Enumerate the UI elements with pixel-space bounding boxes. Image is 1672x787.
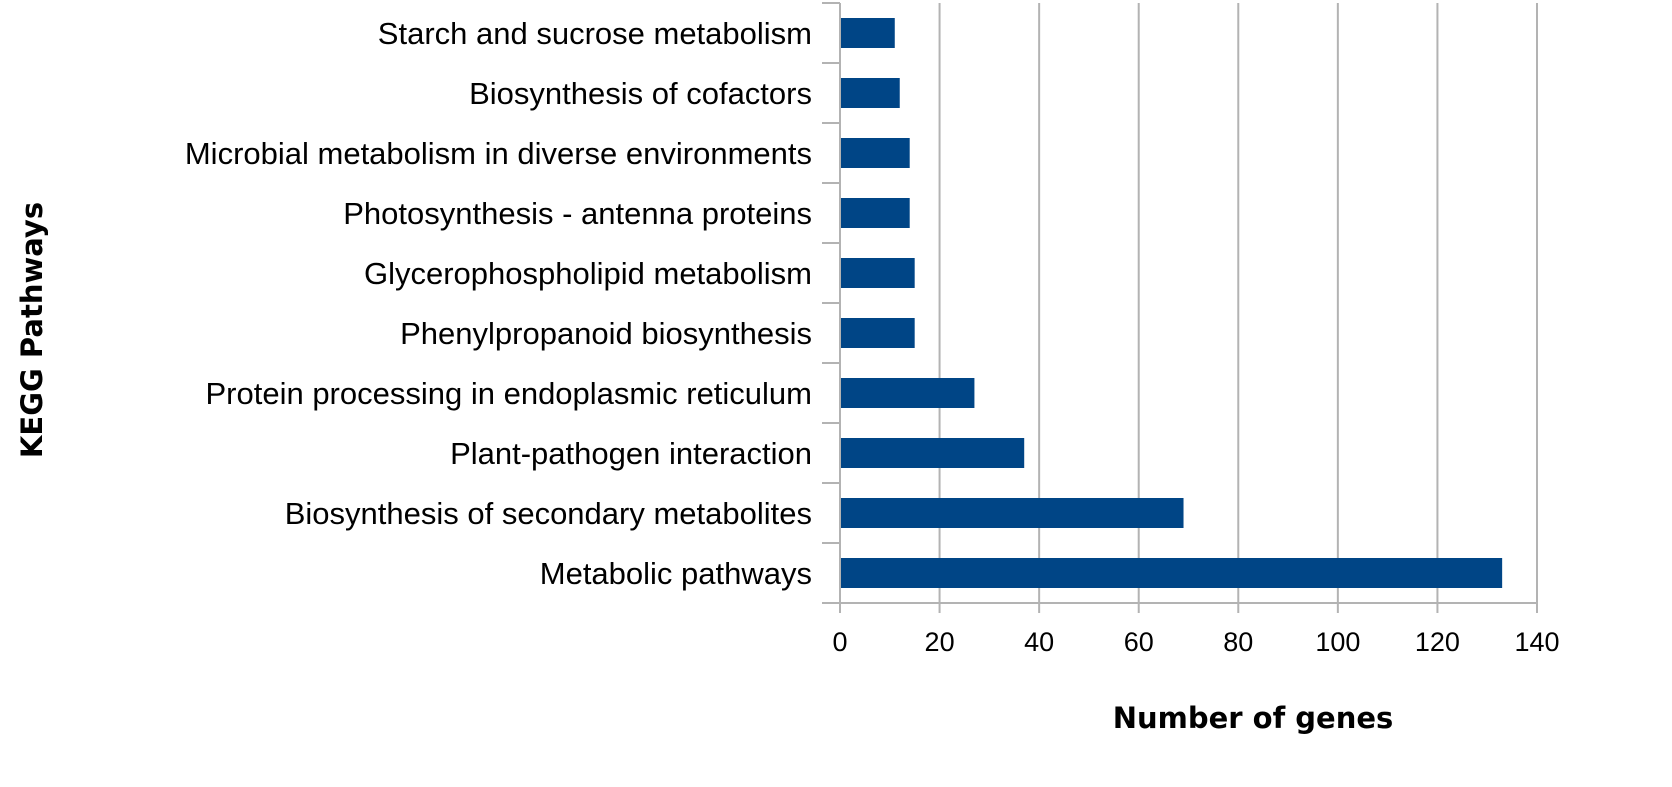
category-label-3: Microbial metabolism in diverse environm… [185, 136, 812, 171]
category-label-9: Biosynthesis of secondary metabolites [285, 496, 812, 531]
bar-8 [840, 438, 1025, 468]
x-tick-label-80: 80 [1223, 627, 1253, 657]
x-axis-title: Number of genes [1113, 701, 1394, 735]
x-tick-label-40: 40 [1024, 627, 1054, 657]
bar-7 [840, 378, 975, 408]
bar-9 [840, 498, 1184, 528]
bar-5 [840, 258, 915, 288]
bar-10 [840, 558, 1503, 588]
bar-2 [840, 78, 900, 108]
bars [840, 18, 1503, 588]
category-label-1: Starch and sucrose metabolism [378, 16, 812, 51]
category-label-7: Protein processing in endoplasmic reticu… [205, 376, 812, 411]
category-label-8: Plant-pathogen interaction [450, 436, 812, 471]
y-axis-title: KEGG Pathways [15, 202, 49, 458]
bar-4 [840, 198, 910, 228]
category-label-4: Photosynthesis - antenna proteins [343, 196, 812, 231]
x-tick-label-0: 0 [832, 627, 847, 657]
category-label-2: Biosynthesis of cofactors [469, 76, 812, 111]
category-labels: Starch and sucrose metabolism Biosynthesi… [185, 16, 812, 591]
x-tick-label-100: 100 [1315, 627, 1360, 657]
x-tick-label-120: 120 [1415, 627, 1460, 657]
x-tick-labels: 0 20 40 60 80 100 120 140 [832, 627, 1559, 657]
axes [822, 2, 1538, 613]
category-label-6: Phenylpropanoid biosynthesis [400, 316, 812, 351]
x-tick-label-60: 60 [1124, 627, 1154, 657]
category-label-10: Metabolic pathways [540, 556, 812, 591]
bar-3 [840, 138, 910, 168]
gridlines [938, 3, 1538, 603]
category-label-5: Glycerophospholipid metabolism [364, 256, 812, 291]
bar-1 [840, 18, 895, 48]
x-tick-label-140: 140 [1514, 627, 1559, 657]
bar-6 [840, 318, 915, 348]
x-tick-label-20: 20 [925, 627, 955, 657]
